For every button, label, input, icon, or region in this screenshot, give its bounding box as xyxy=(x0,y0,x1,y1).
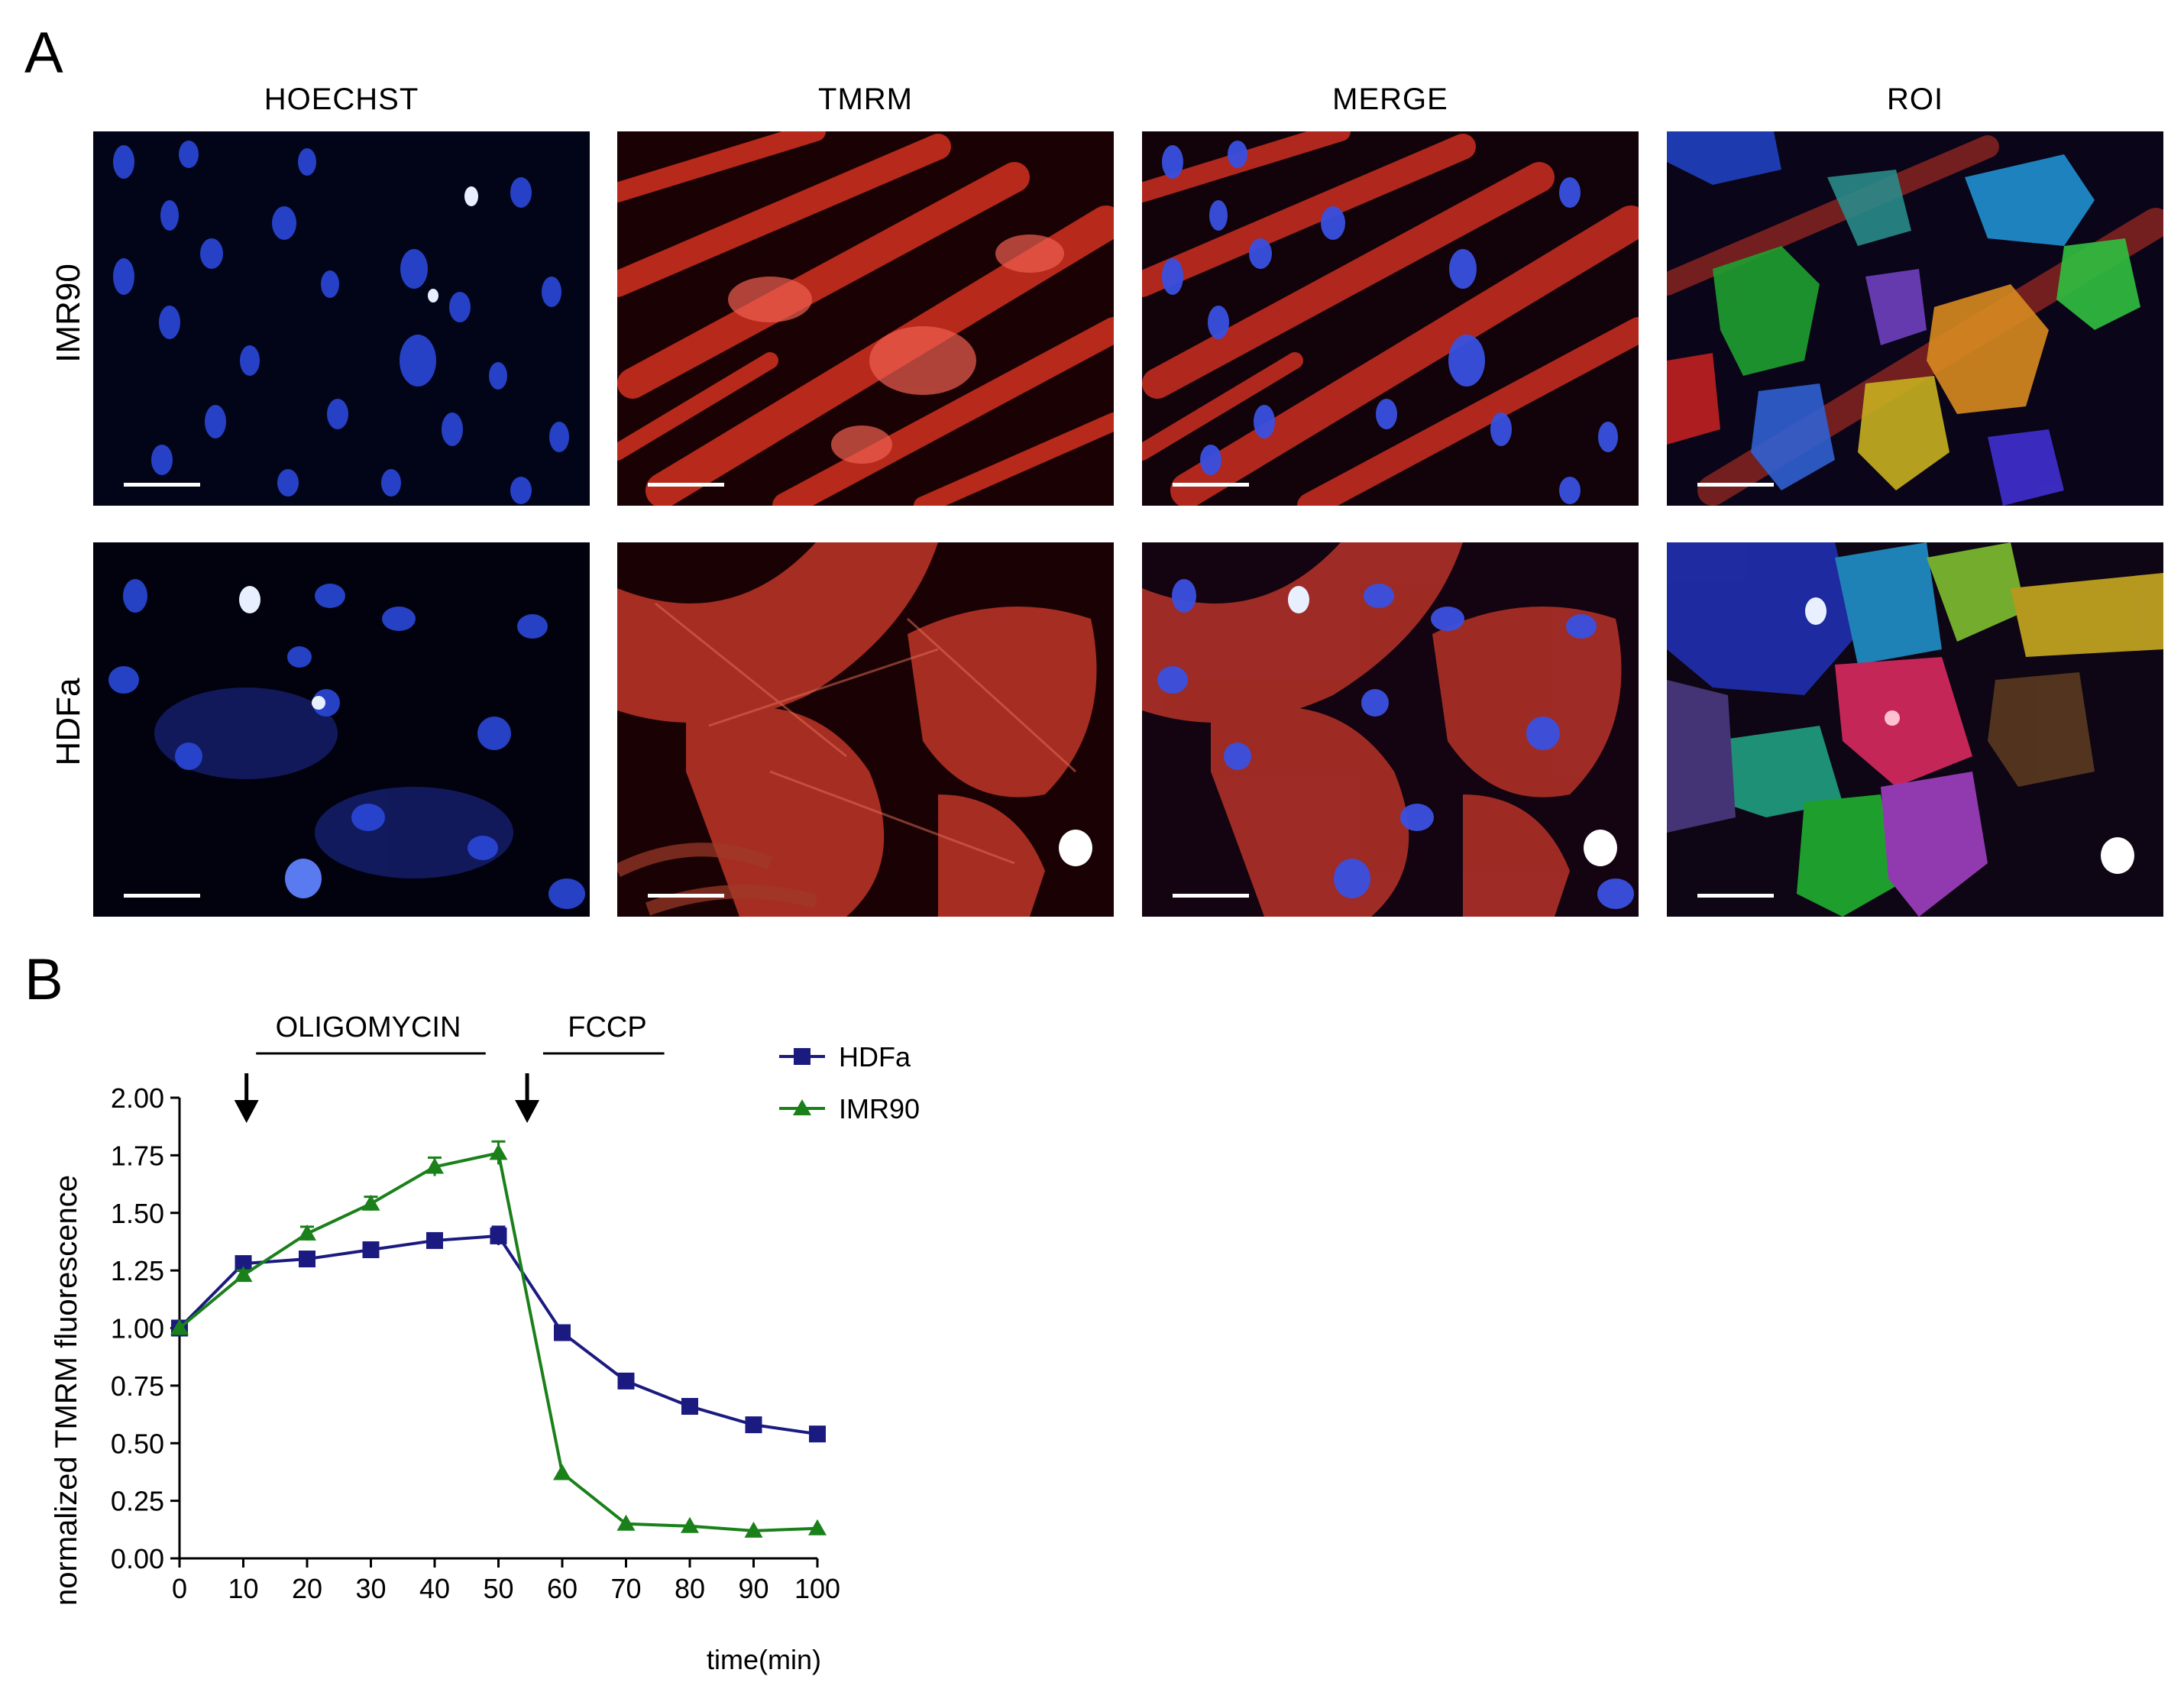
series-hdfa xyxy=(171,1225,826,1443)
legend-item-hdfa: HDFa xyxy=(779,1041,911,1073)
data-point xyxy=(234,1266,253,1283)
data-point xyxy=(554,1324,571,1341)
column-header-hoechst: HOECHST xyxy=(264,83,419,116)
micrograph-hdfa-roi xyxy=(1667,542,2163,917)
x-tick-label: 100 xyxy=(794,1573,840,1604)
data-point xyxy=(426,1231,443,1249)
data-point xyxy=(681,1398,698,1416)
micrograph-imr90-roi xyxy=(1667,131,2163,506)
data-point xyxy=(681,1516,699,1533)
column-header-roi: ROI xyxy=(1886,83,1944,116)
data-point xyxy=(425,1157,444,1174)
y-tick-label: 0.75 xyxy=(111,1370,164,1402)
legend-item-imr90: IMR90 xyxy=(779,1093,920,1124)
y-tick-label: 1.00 xyxy=(111,1313,164,1344)
data-point xyxy=(809,1425,826,1443)
x-tick-label: 80 xyxy=(675,1573,705,1604)
micrograph-hdfa-hoechst xyxy=(93,542,590,917)
data-point xyxy=(298,1224,316,1241)
row-label-imr90: IMR90 xyxy=(50,264,87,363)
data-point xyxy=(361,1194,380,1211)
y-tick-label: 1.50 xyxy=(111,1198,164,1229)
x-tick-label: 10 xyxy=(228,1573,258,1604)
y-tick-label: 1.25 xyxy=(111,1255,164,1286)
panel-a-letter: A xyxy=(24,21,63,86)
micrograph-hdfa-merge xyxy=(1142,542,1639,917)
x-tick-label: 60 xyxy=(547,1573,578,1604)
row-label-hdfa: HDFa xyxy=(50,678,87,766)
x-tick-label: 20 xyxy=(292,1573,322,1604)
x-axis-title: time(min) xyxy=(707,1644,821,1675)
legend-label: IMR90 xyxy=(839,1093,920,1124)
y-tick-label: 0.00 xyxy=(111,1543,164,1574)
y-tick-label: 1.75 xyxy=(111,1140,164,1171)
y-tick-label: 2.00 xyxy=(111,1082,164,1114)
data-point xyxy=(808,1519,827,1535)
x-tick-label: 70 xyxy=(610,1573,641,1604)
micrograph-hdfa-tmrm xyxy=(617,542,1114,917)
data-point xyxy=(489,1144,508,1160)
series-line xyxy=(178,1234,818,1436)
data-point xyxy=(745,1416,762,1434)
data-point xyxy=(362,1241,380,1258)
micrograph-imr90-merge xyxy=(1142,131,1639,506)
x-tick-label: 50 xyxy=(483,1573,513,1604)
legend-label: HDFa xyxy=(839,1041,911,1073)
micrograph-imr90-hoechst xyxy=(93,131,590,506)
data-point xyxy=(616,1514,636,1531)
column-header-tmrm: TMRM xyxy=(818,83,913,116)
fccp-label: FCCP xyxy=(568,1011,646,1043)
series-line xyxy=(178,1150,818,1532)
treatment-arrowhead xyxy=(515,1100,540,1123)
y-tick-label: 0.50 xyxy=(111,1428,164,1459)
data-point xyxy=(553,1464,571,1480)
legend-marker xyxy=(794,1048,811,1065)
column-header-merge: MERGE xyxy=(1332,83,1448,116)
x-tick-label: 30 xyxy=(355,1573,386,1604)
data-point xyxy=(744,1521,763,1538)
y-axis-title: normalized TMRM fluorescence xyxy=(50,1175,83,1606)
data-point xyxy=(617,1372,635,1390)
data-point xyxy=(299,1251,315,1268)
x-tick-label: 0 xyxy=(172,1573,187,1604)
legend-marker xyxy=(793,1099,811,1115)
panel-b-letter: B xyxy=(24,947,63,1012)
treatment-arrowhead xyxy=(234,1100,259,1123)
x-tick-label: 90 xyxy=(738,1573,768,1604)
data-point xyxy=(170,1319,189,1335)
series-imr90 xyxy=(170,1140,827,1538)
micrograph-imr90-tmrm xyxy=(617,131,1114,506)
data-point xyxy=(490,1227,507,1244)
tmrm-line-chart: 0.00 0.25 0.50 0.75 1.00 1.25 1.50 1.75 2.00 0 10 2… xyxy=(0,947,993,1681)
y-tick-label: 0.25 xyxy=(111,1486,164,1517)
x-tick-label: 40 xyxy=(419,1573,450,1604)
data-point xyxy=(235,1255,252,1273)
oligomycin-label: OLIGOMYCIN xyxy=(276,1011,461,1043)
